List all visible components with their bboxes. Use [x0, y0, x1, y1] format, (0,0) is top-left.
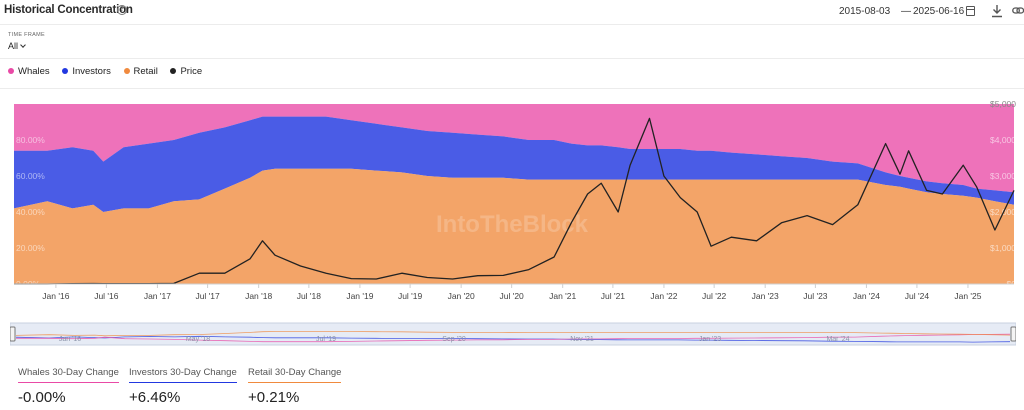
- x-tick-label: Jan '24: [853, 291, 880, 301]
- x-tick-label: Jul '24: [905, 291, 930, 301]
- x-tick-label: Jul '17: [195, 291, 220, 301]
- date-range-picker[interactable]: 2015-08-03 — 2025-06-16: [829, 3, 979, 21]
- legend-dot: [123, 68, 130, 74]
- x-tick-label: Jan '19: [346, 291, 373, 301]
- calendar-icon: [966, 6, 975, 16]
- date-separator: —: [901, 6, 911, 17]
- chart-title: Historical Concentration: [4, 4, 133, 16]
- investors-change-value: +6.46%: [129, 389, 181, 406]
- x-tick-label: Jan '23: [752, 291, 779, 301]
- legend-divider: [0, 88, 1024, 89]
- navigator-tick-label: May '18: [186, 336, 210, 343]
- investors-change-stat: Investors 30-Day Change +6.46%: [129, 367, 237, 406]
- whales-change-stat: Whales 30-Day Change -0.00%: [18, 367, 119, 406]
- navigator-tick-label: Jan '16: [59, 336, 81, 343]
- y-right-tick-label: $5,000: [990, 99, 1016, 109]
- x-tick-label: Jan '25: [954, 291, 981, 301]
- concentration-chart[interactable]: 0.00%20.00%40.00%60.00%80.00%$0$1,000$2,…: [0, 90, 1024, 306]
- x-tick-label: Jan '16: [42, 291, 69, 301]
- x-tick-label: Jan '20: [448, 291, 475, 301]
- x-tick-label: Jan '18: [245, 291, 272, 301]
- retail-change-value: +0.21%: [248, 389, 300, 406]
- y-left-tick-label: 60.00%: [16, 171, 45, 181]
- link-icon[interactable]: [1012, 4, 1024, 18]
- legend-item-investors[interactable]: Investors: [62, 66, 111, 77]
- x-tick-label: Jul '19: [398, 291, 423, 301]
- whales-area: [14, 104, 1014, 193]
- x-tick-label: Jul '16: [94, 291, 119, 301]
- range-navigator[interactable]: Jan '16 May '18 Jul '19 Sep '20 Nov '21 Jan '…: [10, 322, 1016, 346]
- retail-area: [14, 168, 1014, 284]
- y-left-tick-label: 40.00%: [16, 207, 45, 217]
- price-line: [14, 117, 1015, 285]
- whales-change-label: Whales 30-Day Change: [18, 367, 119, 383]
- timeframe-label: TIME FRAME: [8, 32, 45, 38]
- legend-dot: [8, 68, 14, 74]
- date-start: 2015-08-03: [839, 6, 891, 17]
- y-right-tick-label: $3,000: [990, 171, 1016, 181]
- navigator-tick-label: Sep '20: [442, 336, 466, 343]
- investors-change-label: Investors 30-Day Change: [129, 367, 237, 383]
- legend-item-retail[interactable]: Retail: [123, 66, 158, 77]
- y-left-tick-label: 20.00%: [16, 243, 45, 253]
- y-right-tick-label: $1,000: [990, 243, 1016, 253]
- y-left-tick-label: 80.00%: [16, 135, 45, 145]
- x-tick-label: Jul '21: [601, 291, 626, 301]
- y-right-tick-label: $4,000: [990, 135, 1016, 145]
- retail-change-label: Retail 30-Day Change: [248, 367, 342, 383]
- timeframe-select[interactable]: TIME FRAME All: [8, 32, 45, 51]
- retail-change-stat: Retail 30-Day Change +0.21%: [248, 367, 342, 406]
- legend-dot: [62, 68, 69, 74]
- navigator-tick-label: Jan '23: [699, 336, 721, 343]
- download-icon[interactable]: [990, 4, 1004, 18]
- navigator-track: [10, 322, 1016, 346]
- x-tick-label: Jul '23: [803, 291, 828, 301]
- chevron-down-icon: [20, 42, 26, 48]
- header-divider: [0, 24, 1024, 25]
- navigator-left-handle[interactable]: [10, 326, 16, 342]
- navigator-tick-label: Nov '21: [570, 336, 594, 343]
- navigator-whales-line: [16, 333, 1011, 343]
- legend-dot: [170, 68, 177, 74]
- chart-header: Historical Concentration ? 2015-08-03 — …: [0, 0, 1024, 24]
- x-tick-label: Jul '18: [297, 291, 322, 301]
- chart-legend: Whales Investors Retail Price: [8, 66, 212, 77]
- navigator-tick-label: Jul '19: [316, 336, 336, 343]
- filter-divider: [0, 58, 1024, 59]
- x-tick-label: Jan '21: [549, 291, 576, 301]
- x-tick-label: Jul '20: [499, 291, 524, 301]
- legend-item-whales[interactable]: Whales: [8, 66, 50, 77]
- x-tick-label: Jul '22: [702, 291, 727, 301]
- x-tick-label: Jan '17: [144, 291, 171, 301]
- navigator-tick-label: Mar '24: [826, 336, 849, 343]
- whales-change-value: -0.00%: [18, 389, 66, 406]
- x-tick-label: Jan '22: [650, 291, 677, 301]
- investors-area: [14, 116, 1014, 212]
- navigator-retail-line: [15, 331, 1011, 337]
- watermark-text: IntoTheBlock: [436, 211, 589, 238]
- help-icon[interactable]: ?: [117, 5, 127, 15]
- date-end: 2025-06-16: [913, 6, 965, 17]
- navigator-right-handle[interactable]: [1010, 326, 1016, 342]
- timeframe-value: All: [8, 41, 19, 51]
- legend-item-price[interactable]: Price: [170, 66, 202, 77]
